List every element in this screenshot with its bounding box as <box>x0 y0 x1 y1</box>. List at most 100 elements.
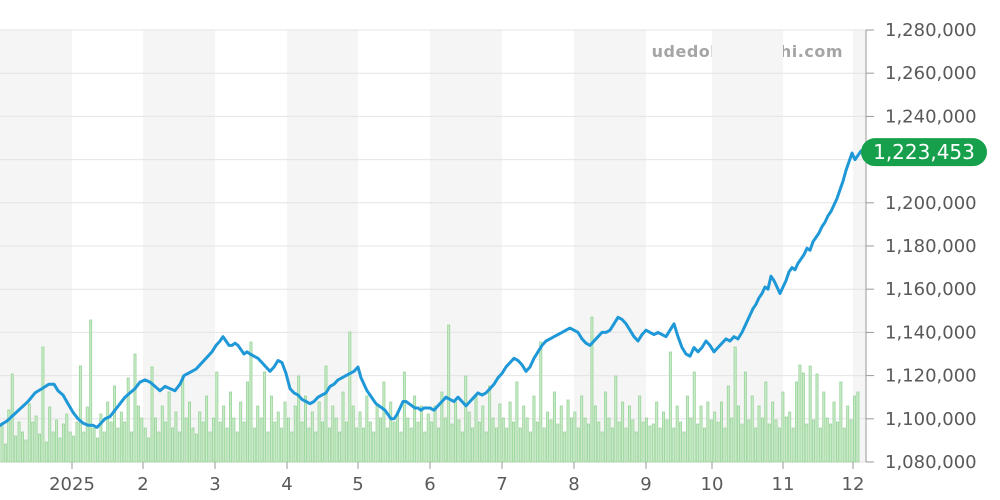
volume-bar <box>587 423 590 463</box>
volume-bar <box>205 395 209 463</box>
volume-bar <box>317 401 321 463</box>
volume-bar <box>665 419 669 463</box>
volume-bar <box>307 427 311 463</box>
y-axis-label: 1,260,000 <box>885 63 977 84</box>
volume-bar <box>358 411 362 463</box>
volume-bar <box>750 395 754 463</box>
volume-bar <box>99 413 103 463</box>
volume-bar <box>184 417 188 463</box>
volume-bar <box>546 411 550 463</box>
volume-bar <box>631 419 635 463</box>
volume-bar <box>692 371 696 463</box>
volume-bar <box>143 427 147 463</box>
volume-bar <box>532 395 536 463</box>
volume-bar <box>392 421 396 463</box>
volume-bar <box>467 411 471 463</box>
volume-bar <box>549 419 553 463</box>
volume-bar <box>423 431 427 463</box>
volume-bar <box>78 365 82 463</box>
volume-bar <box>177 431 181 463</box>
volume-bar <box>351 405 355 463</box>
x-axis-label: 2025 <box>49 474 95 495</box>
volume-bar <box>675 405 679 463</box>
volume-bar <box>440 391 444 463</box>
volume-bar <box>600 431 604 463</box>
volume-bar <box>375 405 379 463</box>
volume-bar <box>460 431 464 463</box>
volume-bar <box>297 375 301 463</box>
volume-bar <box>133 353 137 463</box>
volume-bar <box>593 405 597 463</box>
volume-bar <box>747 419 751 463</box>
volume-bar <box>495 427 498 463</box>
volume-bar <box>164 421 168 463</box>
y-axis-label: 1,120,000 <box>885 366 977 387</box>
volume-bar <box>447 324 451 463</box>
volume-bar <box>116 427 120 463</box>
volume-bar <box>853 395 856 463</box>
volume-bar <box>576 427 580 463</box>
volume-bar <box>488 385 492 463</box>
volume-bar <box>399 431 403 463</box>
volume-bar <box>784 416 788 463</box>
volume-bar <box>157 431 161 463</box>
volume-bar <box>812 419 816 463</box>
volume-bar <box>679 421 683 463</box>
volume-bar <box>140 417 144 463</box>
volume-bar <box>709 419 713 463</box>
volume-bar <box>68 431 72 463</box>
volume-bar <box>491 417 495 463</box>
volume-bar <box>733 346 737 463</box>
volume-bar <box>829 423 833 463</box>
volume-bar <box>433 405 437 463</box>
volume-bar <box>856 391 860 463</box>
volume-bar <box>726 385 730 463</box>
volume-bar <box>723 427 727 463</box>
volume-bar <box>362 427 365 463</box>
volume-bar <box>61 423 65 463</box>
volume-bar <box>580 395 584 463</box>
volume-bar <box>65 413 69 463</box>
volume-bar <box>215 371 219 463</box>
y-axis-label: 1,100,000 <box>885 409 977 430</box>
volume-bar <box>119 411 123 463</box>
volume-bar <box>314 431 318 463</box>
volume-bar <box>634 431 638 463</box>
volume-bar <box>757 405 761 463</box>
volume-bar <box>31 421 35 463</box>
volume-bar <box>51 431 55 463</box>
volume-bar <box>627 405 631 463</box>
volume-bar <box>41 346 45 463</box>
volume-bar <box>365 395 369 463</box>
volume-bar <box>774 419 778 463</box>
y-axis-label: 1,180,000 <box>885 236 977 257</box>
volume-bar <box>263 371 267 463</box>
volume-bar <box>252 427 256 463</box>
volume-bar <box>229 391 232 463</box>
volume-bar <box>225 427 229 463</box>
volume-bar <box>409 427 413 463</box>
volume-bar <box>508 401 512 463</box>
volume-bar <box>696 423 700 463</box>
volume-bar <box>92 427 96 463</box>
volume-bar <box>334 417 338 463</box>
volume-bar <box>266 431 270 463</box>
volume-bar <box>522 405 526 463</box>
volume-bar <box>58 437 62 463</box>
volume-bar <box>542 427 546 463</box>
volume-bar <box>106 401 110 463</box>
volume-bar <box>194 433 198 463</box>
y-axis-label: 1,080,000 <box>885 452 977 473</box>
volume-bar <box>75 421 79 463</box>
volume-bar <box>102 431 106 463</box>
volume-bar <box>668 351 672 463</box>
volume-bar <box>21 431 24 463</box>
volume-bar <box>624 427 628 463</box>
volume-bar <box>44 441 48 463</box>
volume-bar <box>617 421 621 463</box>
volume-bar <box>590 316 594 463</box>
volume-bar <box>348 331 352 463</box>
volume-bar <box>815 373 819 463</box>
